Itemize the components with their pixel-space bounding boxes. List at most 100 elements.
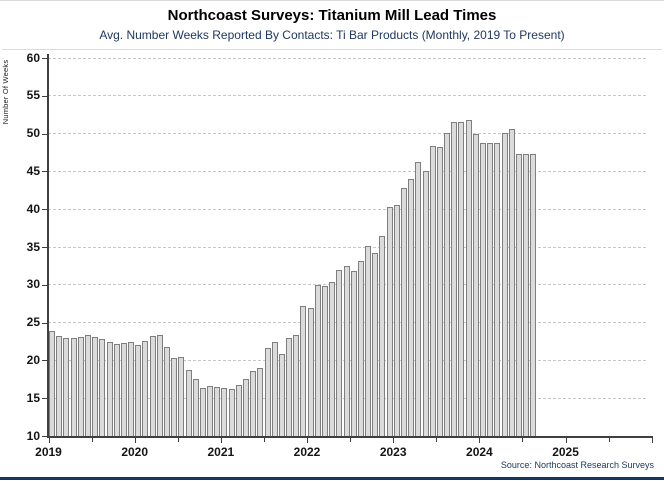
bar [156, 334, 163, 436]
x-axis-tick [220, 438, 222, 443]
bar [487, 143, 494, 436]
x-tick-label: 2025 [552, 445, 579, 459]
chart-subtitle: Avg. Number Weeks Reported By Contacts: … [99, 28, 565, 42]
x-tick-label: 2020 [121, 445, 149, 459]
y-tick-label: 20 [26, 352, 40, 367]
gridline [48, 246, 646, 248]
x-tick-label: 2019 [35, 445, 62, 459]
y-axis-tick [42, 247, 47, 248]
bar [178, 356, 185, 436]
x-axis-tick [177, 438, 179, 442]
bar [321, 285, 328, 436]
source-note: Source: Northcoast Research Surveys [500, 460, 654, 470]
x-axis-tick [565, 438, 567, 443]
x-axis-tick [263, 438, 265, 442]
y-tick-label: 50 [26, 126, 40, 141]
bar [314, 284, 321, 436]
bar [365, 246, 372, 436]
y-axis-tick [42, 436, 47, 437]
bar [515, 154, 522, 436]
bar [408, 178, 415, 436]
bar [70, 337, 77, 436]
bar [250, 370, 257, 436]
bar [458, 121, 465, 436]
x-tick-label: 2023 [379, 445, 407, 459]
bar [128, 341, 135, 436]
bar [106, 341, 113, 436]
bar [56, 336, 63, 436]
x-axis-tick [651, 438, 653, 443]
bar [329, 281, 336, 436]
y-tick-label: 25 [26, 315, 40, 330]
bar [393, 204, 400, 436]
y-axis-line [46, 54, 49, 438]
bar [293, 334, 300, 436]
bar [135, 344, 142, 436]
bar [523, 154, 530, 436]
y-axis-tick [42, 95, 47, 97]
y-tick-label: 15 [26, 390, 40, 405]
y-tick-label: 45 [26, 163, 40, 178]
gridline [48, 95, 646, 97]
bar [264, 348, 271, 436]
y-tick-label: 30 [26, 277, 40, 292]
bar [271, 342, 278, 436]
y-axis-tick [42, 284, 47, 286]
bar [278, 354, 285, 436]
bar [207, 386, 214, 436]
bar [120, 343, 127, 436]
bar [336, 269, 343, 436]
x-axis-tick [479, 438, 481, 443]
bar [99, 339, 106, 436]
x-axis-tick [48, 438, 50, 443]
x-axis-tick [522, 438, 524, 442]
x-axis-line [46, 436, 653, 438]
bottom-accent-bar [0, 477, 664, 480]
bar [286, 337, 293, 436]
y-axis-tick [42, 58, 47, 59]
bar [494, 142, 501, 436]
gridline [48, 57, 646, 59]
x-axis-tick [350, 438, 352, 442]
y-tick-label: 60 [26, 50, 40, 65]
bar [372, 253, 379, 436]
header-divider [2, 49, 662, 50]
bar [422, 171, 429, 436]
bar [386, 206, 393, 436]
y-axis-title: Number Of Weeks [1, 59, 10, 125]
gridline [48, 133, 646, 135]
bar [221, 387, 228, 436]
bar [379, 235, 386, 436]
bar [307, 308, 314, 436]
x-axis-tick [436, 438, 438, 442]
bar [92, 336, 99, 436]
bar [49, 330, 56, 436]
bar [472, 134, 479, 436]
y-tick-label: 10 [26, 428, 40, 443]
bar [501, 132, 508, 436]
x-axis-tick [307, 438, 309, 443]
bar [436, 147, 443, 436]
bar [479, 143, 486, 436]
bar [343, 265, 350, 436]
bar [63, 338, 70, 436]
bar [508, 129, 515, 436]
bar [429, 145, 436, 436]
bar [171, 358, 178, 436]
y-axis-tick [42, 133, 47, 135]
bar [77, 336, 84, 436]
gridline [48, 208, 646, 210]
bar [444, 132, 451, 436]
bar [400, 188, 407, 436]
bar [465, 119, 472, 436]
bar [451, 121, 458, 436]
y-axis-tick [42, 398, 47, 400]
x-axis-tick [393, 438, 395, 443]
bar [149, 336, 156, 436]
y-tick-label: 35 [26, 239, 40, 254]
bar [164, 346, 170, 436]
bar [357, 261, 364, 436]
x-tick-label: 2024 [466, 445, 493, 459]
